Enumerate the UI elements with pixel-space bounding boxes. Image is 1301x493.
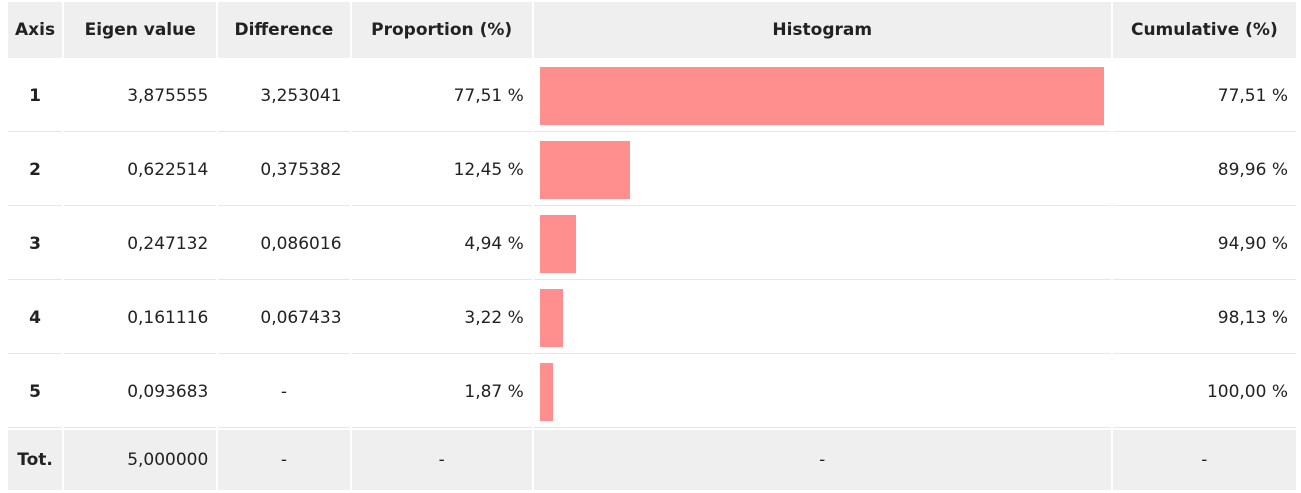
bar <box>539 140 631 199</box>
eigen-cell: 0,093683 <box>64 356 217 428</box>
histogram-cell <box>533 134 1111 206</box>
proportion-cell: 77,51 % <box>351 60 532 132</box>
histogram-cell: - <box>533 430 1111 490</box>
difference-cell: - <box>218 430 350 490</box>
axis-cell: 2 <box>8 134 63 206</box>
cumulative-cell: 94,90 % <box>1112 208 1296 280</box>
header-row: Axis Eigen value Difference Proportion (%) H… <box>8 2 1296 58</box>
bar <box>539 288 564 347</box>
proportion-cell: - <box>351 430 532 490</box>
axis-cell: Tot. <box>8 430 63 490</box>
total-row: Tot. 5,000000- - - - <box>8 430 1296 490</box>
axis-cell: 5 <box>8 356 63 428</box>
bar <box>539 214 576 273</box>
cumulative-cell: 100,00 % <box>1112 356 1296 428</box>
eigen-cell: 0,622514 <box>64 134 217 206</box>
eigen-table: Axis Eigen value Difference Proportion (%) H… <box>6 0 1298 492</box>
bar <box>539 66 1104 125</box>
eigen-cell: 0,247132 <box>64 208 217 280</box>
proportion-cell: 3,22 % <box>351 282 532 354</box>
difference-cell: 3,253041 <box>218 60 350 132</box>
axis-cell: 3 <box>8 208 63 280</box>
difference-cell: - <box>218 356 350 428</box>
column-header: Histogram <box>533 2 1111 58</box>
cumulative-cell: 89,96 % <box>1112 134 1296 206</box>
data-row: 2 0,622514 0,375382 12,45 % 89,96 % <box>8 134 1296 206</box>
proportion-cell: 1,87 % <box>351 356 532 428</box>
bar <box>539 362 554 421</box>
data-row: 1 3,875555 3,253041 77,51 % 77,51 % <box>8 60 1296 132</box>
axis-cell: 1 <box>8 60 63 132</box>
eigen-cell: 5,000000 <box>64 430 217 490</box>
cumulative-cell: 77,51 % <box>1112 60 1296 132</box>
cumulative-cell: - <box>1112 430 1296 490</box>
proportion-cell: 4,94 % <box>351 208 532 280</box>
data-row: 3 0,247132 0,086016 4,94 % 94,90 % <box>8 208 1296 280</box>
difference-cell: 0,067433 <box>218 282 350 354</box>
cumulative-cell: 98,13 % <box>1112 282 1296 354</box>
histogram-cell <box>533 208 1111 280</box>
eigen-cell: 3,875555 <box>64 60 217 132</box>
difference-cell: 0,086016 <box>218 208 350 280</box>
data-row: 5 0,093683-1,87 % 100,00 % <box>8 356 1296 428</box>
histogram-cell <box>533 282 1111 354</box>
axis-cell: 4 <box>8 282 63 354</box>
proportion-cell: 12,45 % <box>351 134 532 206</box>
histogram-cell <box>533 60 1111 132</box>
histogram-cell <box>533 356 1111 428</box>
column-header: Axis <box>8 2 63 58</box>
difference-cell: 0,375382 <box>218 134 350 206</box>
data-row: 4 0,161116 0,067433 3,22 % 98,13 % <box>8 282 1296 354</box>
eigen-cell: 0,161116 <box>64 282 217 354</box>
column-header: Cumulative (%) <box>1112 2 1296 58</box>
column-header: Proportion (%) <box>351 2 532 58</box>
table-body: 1 3,875555 3,253041 77,51 % 77,51 % 2 0,622514… <box>8 60 1296 490</box>
column-header: Difference <box>218 2 350 58</box>
column-header: Eigen value <box>64 2 217 58</box>
